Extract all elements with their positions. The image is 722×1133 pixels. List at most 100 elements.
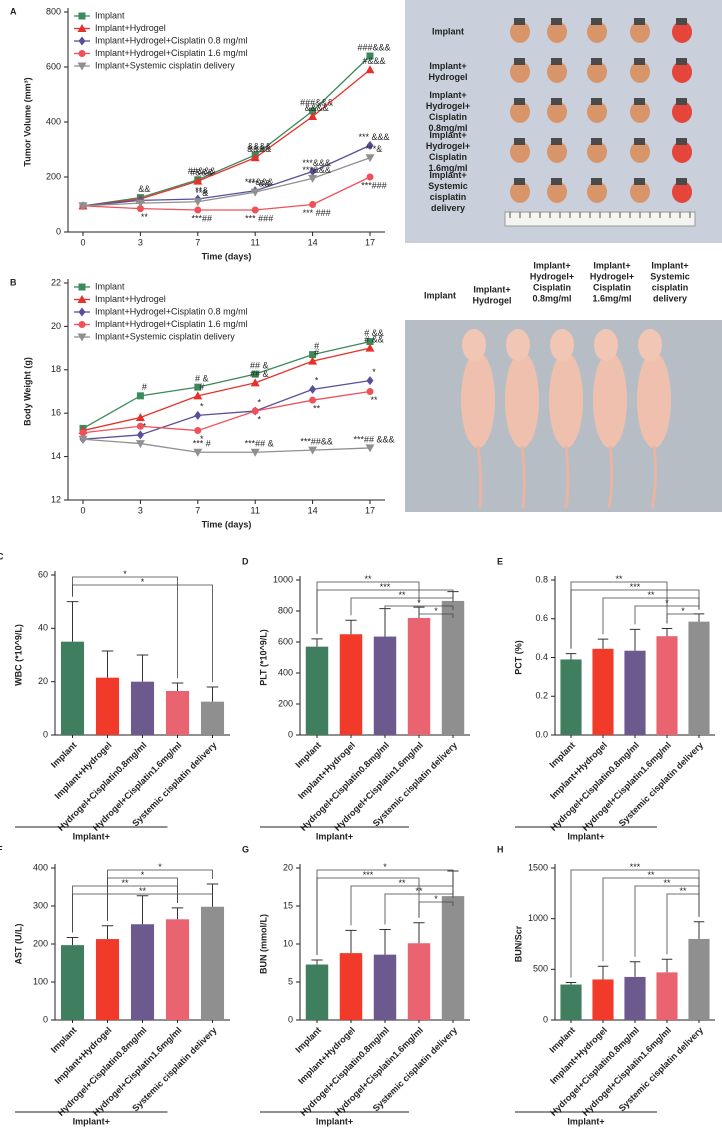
point	[78, 202, 88, 211]
point	[193, 198, 203, 207]
y-tick-label: 10	[283, 938, 293, 948]
bar	[339, 634, 363, 735]
tumor	[587, 21, 607, 43]
mouse-head	[550, 329, 574, 361]
annotation: ***&&&	[302, 165, 331, 175]
bar	[656, 636, 678, 735]
bar	[60, 641, 85, 735]
error-bar	[661, 627, 673, 637]
point	[251, 370, 259, 378]
legend-label: Implant+Hydrogel+Cisplatin 0.8 mg/ml	[95, 306, 248, 316]
panel-letter: C	[0, 551, 4, 561]
point	[193, 448, 203, 457]
mouse-head	[594, 329, 618, 361]
significance-label: **	[679, 886, 687, 896]
bar	[656, 972, 678, 1020]
series-line	[82, 157, 371, 207]
point	[309, 107, 317, 115]
group-label: Implant+	[567, 1116, 604, 1126]
legend-label: Implant+Hydrogel	[95, 294, 166, 304]
legend-marker	[77, 295, 87, 303]
significance-label: **	[364, 574, 372, 584]
bar	[407, 943, 431, 1020]
y-tick-label: 12	[51, 494, 61, 504]
bar	[95, 939, 120, 1020]
y-tick-label: 600	[278, 636, 293, 646]
photo-label: Hydrogel	[428, 72, 467, 82]
annotation: ***##	[192, 213, 213, 223]
mouse-tail	[476, 445, 483, 509]
legend-label: Implant+Hydrogel+Cisplatin 1.6 mg/ml	[95, 319, 248, 329]
y-tick-label: 16	[51, 408, 61, 418]
photo-label: Implant+	[429, 130, 466, 140]
annotation: # &	[195, 374, 209, 384]
panel-letter: F	[0, 844, 3, 854]
photo-label: cisplatin	[652, 282, 689, 292]
photo-label: Implant	[432, 26, 464, 36]
point	[136, 205, 144, 213]
y-tick-label: 1500	[528, 862, 548, 872]
point	[365, 65, 375, 74]
significance-bracket	[634, 605, 700, 625]
error-bar	[597, 638, 609, 649]
y-tick-label: 400	[33, 862, 48, 872]
annotation: **	[141, 212, 149, 222]
y-tick-label: 200	[33, 938, 48, 948]
annotation: *** ###	[303, 208, 331, 218]
significance-bracket	[418, 613, 454, 618]
x-tick-label: 17	[365, 237, 375, 247]
photo-label: Implant+	[429, 170, 466, 180]
panel-letter: H	[497, 844, 504, 854]
y-tick-label: 800	[278, 605, 293, 615]
point	[79, 429, 87, 437]
panel-letter: A	[10, 6, 17, 16]
point	[194, 410, 202, 420]
error-bar	[565, 653, 577, 660]
y-tick-label: 14	[51, 451, 61, 461]
group-label: Implant+	[316, 831, 353, 841]
significance-bracket	[350, 597, 454, 616]
point	[251, 407, 259, 415]
y-tick-label: 200	[46, 171, 61, 181]
point	[366, 338, 374, 346]
y-tick-label: 0	[288, 729, 293, 739]
significance-bracket	[350, 885, 454, 926]
series-line	[82, 390, 371, 434]
y-tick-label: 0	[288, 1014, 293, 1024]
significance-bracket	[72, 576, 178, 678]
point	[366, 376, 374, 386]
photo-label: Implant+	[429, 61, 466, 71]
tumor	[630, 101, 650, 123]
implant	[551, 98, 562, 105]
series-line	[82, 176, 371, 211]
significance-bracket	[316, 589, 454, 634]
point	[250, 448, 260, 457]
legend-marker	[78, 12, 86, 20]
bar	[200, 701, 225, 735]
photo-label: delivery	[431, 203, 465, 213]
x-tick-label: Implant+Hydrogel	[548, 1025, 609, 1086]
photo-label: delivery	[653, 293, 687, 303]
error-bar	[413, 922, 425, 944]
point	[136, 392, 144, 400]
significance-bracket	[384, 605, 454, 610]
photo-label: Implant+	[593, 260, 630, 270]
tumor	[630, 61, 650, 83]
tumor	[672, 141, 692, 163]
implant	[676, 178, 687, 185]
annotation: *** &&&	[358, 132, 389, 142]
bar	[373, 954, 397, 1020]
implant	[514, 98, 525, 105]
bar	[688, 938, 710, 1020]
annotation: **&	[195, 188, 208, 198]
point	[366, 388, 374, 395]
tumor	[630, 21, 650, 43]
legend-marker	[78, 307, 86, 317]
implant	[591, 138, 602, 145]
series-line	[82, 69, 371, 207]
annotation: **&	[195, 185, 208, 195]
annotation: **	[370, 395, 378, 405]
y-tick-label: 20	[283, 862, 293, 872]
photo-label: Systemic	[428, 181, 468, 191]
y-tick-label: 0.0	[535, 729, 548, 739]
